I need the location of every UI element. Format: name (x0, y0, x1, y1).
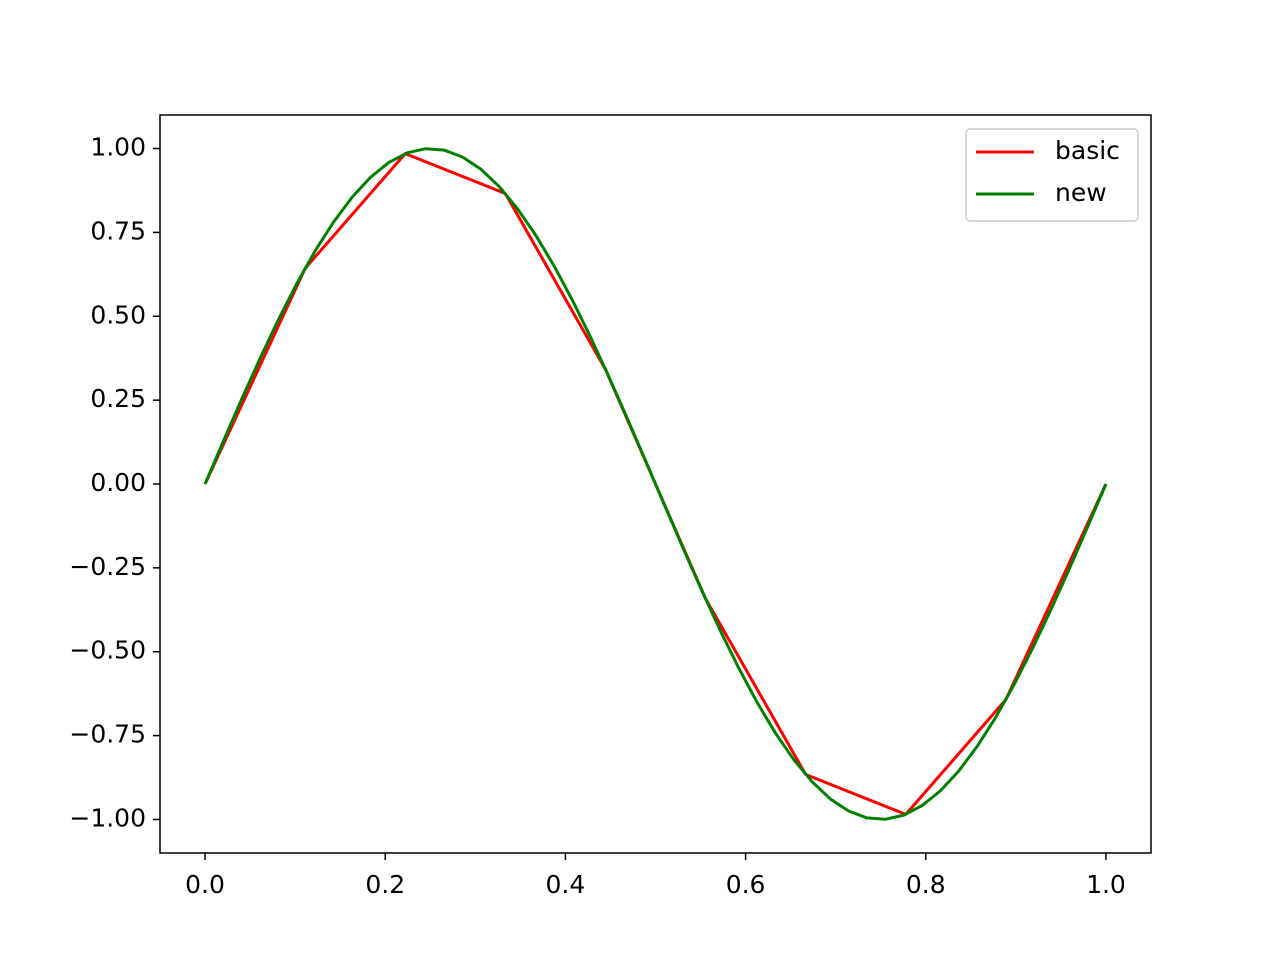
y-tick-label: −1.00 (69, 803, 146, 832)
y-tick-label: 0.25 (90, 384, 146, 413)
y-tick-label: −0.25 (69, 552, 146, 581)
y-tick-label: 0.50 (90, 300, 146, 329)
line-series (203, 147, 1108, 821)
legend-label: new (1055, 178, 1107, 207)
x-tick-label: 0.2 (365, 870, 405, 899)
axes-frame (159, 114, 1152, 854)
x-tick-label: 0.6 (726, 870, 766, 899)
x-tick-label: 0.8 (906, 870, 946, 899)
legend-label: basic (1055, 136, 1120, 165)
x-tick-label: 1.0 (1086, 870, 1126, 899)
x-tick-label: 0.0 (185, 870, 225, 899)
y-tick-label: −0.50 (69, 636, 146, 665)
x-tick-label: 0.4 (546, 870, 586, 899)
y-tick-label: −0.75 (69, 720, 146, 749)
y-tick-label: 0.75 (90, 216, 146, 245)
y-tick-label: 0.00 (90, 468, 146, 497)
y-tick-label: 1.00 (90, 133, 146, 162)
